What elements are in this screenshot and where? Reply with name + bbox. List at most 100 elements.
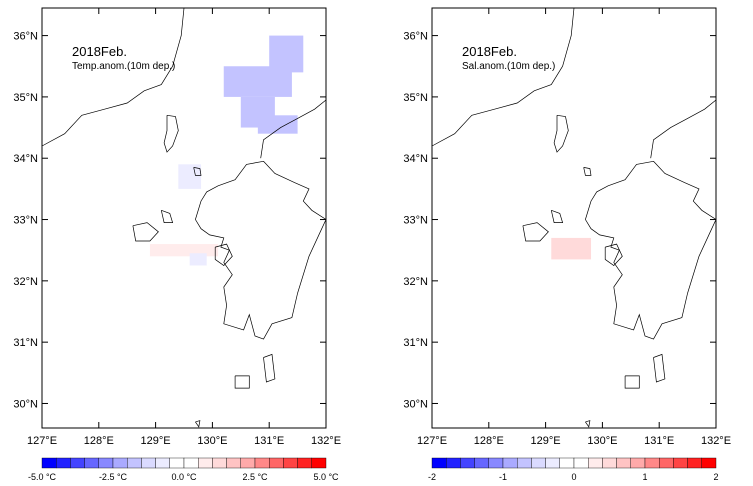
coastline-path [163, 114, 179, 153]
colorbar-swatch [41, 457, 57, 469]
colorbar-swatch [197, 457, 213, 469]
lon-tick-label: 130°E [197, 435, 227, 447]
colorbar-label: 2.5 °C [242, 472, 268, 482]
colorbar-swatch [502, 457, 518, 469]
coastline-path [604, 243, 623, 266]
coastline-path [431, 7, 575, 147]
coastline-path [132, 222, 159, 242]
lat-tick-label: 31°N [403, 337, 428, 349]
map-title: 2018Feb. [72, 44, 127, 59]
coastline-path [522, 222, 549, 242]
colorbar-swatch [644, 457, 660, 469]
colorbar-swatch [169, 457, 185, 469]
colorbar-label: -5.0 °C [28, 472, 57, 482]
coastline-path [650, 99, 717, 159]
colorbar-swatch [687, 457, 703, 469]
colorbar-label: -1 [499, 472, 507, 482]
lon-tick-label: 132°E [701, 435, 731, 447]
lon-tick-label: 129°E [531, 435, 561, 447]
lat-tick-label: 34°N [13, 153, 38, 165]
temp-anomaly-map-panel: 127°E 128°E 129°E 130°E 131°E 132°E 30°N 31°N 32… [13, 7, 341, 482]
anomaly-cells [534, 66, 699, 260]
anomaly-cell [602, 66, 699, 104]
lat-tick-label: 32°N [403, 276, 428, 288]
coastline-path [550, 209, 564, 223]
colorbar-swatch [297, 457, 313, 469]
map-border [41, 7, 327, 429]
colorbar-swatch [616, 457, 632, 469]
coastline-path [585, 420, 591, 428]
map-title: 2018Feb. [462, 44, 517, 59]
coastline-path [193, 167, 202, 176]
colorbar-label: -2 [428, 472, 436, 482]
colorbar-swatch [254, 457, 270, 469]
lon-tick-label: 128°E [84, 435, 114, 447]
colorbar-swatch [573, 457, 589, 469]
coastline-path [653, 353, 666, 383]
colorbar-swatch [283, 457, 298, 469]
colorbar-swatch [701, 457, 717, 469]
lon-tick-label: 132°E [311, 435, 341, 447]
colorbar-swatch [311, 457, 327, 469]
colorbar-swatch [658, 457, 674, 469]
coastline [431, 7, 717, 428]
map-subtitle: Sal.anom.(10m dep.) [462, 61, 555, 72]
colorbar-swatch [226, 457, 242, 469]
colorbar-swatch [70, 457, 85, 469]
colorbar-label: 1 [642, 472, 647, 482]
colorbar-swatch [240, 457, 256, 469]
anomaly-cells [144, 35, 304, 266]
lat-tick-label: 36°N [403, 31, 428, 43]
colorbar-swatch [602, 457, 617, 469]
colorbar-swatch [183, 457, 199, 469]
lat-tick-label: 34°N [403, 153, 428, 165]
colorbar-swatch [531, 457, 546, 469]
colorbar-swatch [474, 457, 489, 469]
lon-tick-label: 129°E [141, 435, 171, 447]
coastline-path [583, 167, 592, 176]
coastline-path [585, 160, 717, 340]
coastline-path [195, 420, 201, 428]
colorbar-swatch [630, 457, 646, 469]
colorbar-swatch [516, 457, 532, 469]
coastline-path [260, 99, 327, 159]
colorbar-label: 2 [713, 472, 718, 482]
colorbar-label: 0.0 °C [171, 472, 197, 482]
axis-ticks: 127°E 128°E 129°E 130°E 131°E 132°E 30°N 31°N 32… [403, 8, 731, 447]
colorbar: -5.0 °C -2.5 °C 0.0 °C 2.5 °C 5.0 °C [28, 457, 339, 482]
axis-ticks: 127°E 128°E 129°E 130°E 131°E 132°E 30°N 31°N 32… [13, 8, 341, 447]
colorbar-swatch [55, 457, 71, 469]
anomaly-cell [636, 103, 699, 128]
sal-anomaly-map-panel: 127°E 128°E 129°E 130°E 131°E 132°E 30°N 31°N 32… [403, 7, 731, 482]
colorbar-label: -2.5 °C [99, 472, 128, 482]
anomaly-cell [189, 253, 207, 266]
map-border [431, 7, 717, 429]
lon-tick-label: 127°E [417, 435, 447, 447]
lat-tick-label: 35°N [13, 92, 38, 104]
colorbar-swatch [559, 457, 575, 469]
coastline-path [624, 375, 640, 389]
colorbar-swatch [488, 457, 504, 469]
colorbar-swatch [98, 457, 114, 469]
lon-tick-label: 131°E [254, 435, 284, 447]
colorbar-swatch [268, 457, 284, 469]
lat-tick-label: 31°N [13, 337, 38, 349]
colorbar-swatch [212, 457, 227, 469]
anomaly-cell [269, 35, 304, 73]
colorbar-swatch [460, 457, 475, 469]
coastline-path [41, 7, 185, 147]
coastline-path [553, 114, 569, 153]
coastline [41, 7, 327, 428]
coastline-path [214, 243, 233, 266]
lat-tick-label: 30°N [403, 398, 428, 410]
lon-tick-label: 131°E [644, 435, 674, 447]
colorbar-swatch [141, 457, 156, 469]
colorbar-label: 5.0 °C [313, 472, 339, 482]
colorbar: -2 -1 0 1 2 [428, 457, 719, 482]
lat-tick-label: 36°N [13, 31, 38, 43]
lat-tick-label: 30°N [13, 398, 38, 410]
lat-tick-label: 33°N [403, 215, 428, 227]
coastline-path [195, 160, 327, 340]
colorbar-label: 0 [571, 472, 576, 482]
